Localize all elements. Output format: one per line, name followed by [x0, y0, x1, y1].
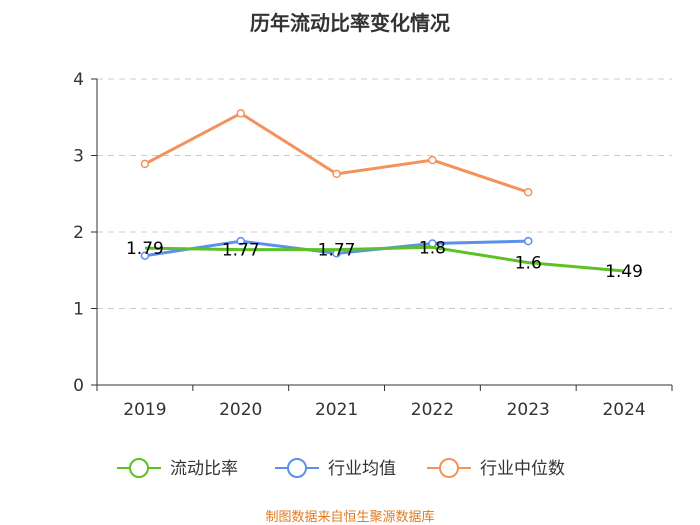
data-label-2024: 1.49	[605, 262, 643, 282]
data-label-2020: 1.77	[222, 241, 260, 261]
x-tick-label-2020: 2020	[219, 400, 262, 420]
series-point-2	[332, 169, 341, 179]
series-point-1	[236, 236, 245, 246]
grid-lines	[97, 78, 672, 309]
series-point-1	[524, 236, 533, 246]
axes: 0 1 2 3 4 2019 2020 2021 2022 2023 2024	[73, 70, 673, 420]
y-tick-label: 2	[73, 223, 84, 243]
series-point-1	[140, 251, 150, 260]
series-point-2	[524, 187, 533, 197]
data-label-2022: 1.8	[419, 238, 446, 258]
legend-label-1: 行业均值	[328, 459, 396, 479]
data-label-2023: 1.6	[515, 254, 542, 274]
series-line-2	[144, 111, 529, 194]
y-tick-label: 4	[73, 70, 84, 90]
x-tick-label-2019: 2019	[123, 400, 166, 420]
y-tick-label: 1	[73, 300, 84, 320]
y-tick-label: 0	[73, 376, 84, 396]
series-point-2	[140, 159, 150, 169]
legend-label-0: 流动比率	[170, 459, 238, 479]
data-label-2021: 1.77	[318, 241, 356, 261]
series-group	[140, 109, 625, 273]
legend-label-2: 行业中位数	[480, 459, 565, 479]
legend-marker-0	[129, 458, 149, 478]
data-labels: 1.79 1.77 1.77 1.8 1.6 1.49	[126, 238, 643, 282]
legend: 流动比率 行业均值 行业中位数	[117, 458, 565, 479]
x-tick-label-2024: 2024	[602, 400, 645, 420]
legend-marker-1	[287, 458, 307, 478]
legend-marker-2	[439, 458, 459, 478]
chart-title: 历年流动比率变化情况	[250, 11, 450, 35]
x-tick-label-2022: 2022	[411, 400, 454, 420]
source-note: 制图数据来自恒生聚源数据库	[265, 509, 434, 525]
series-line-0	[144, 245, 625, 273]
series-point-2	[428, 155, 437, 165]
y-tick-label: 3	[73, 147, 84, 167]
x-tick-label-2023: 2023	[507, 400, 550, 420]
data-label-2019: 1.79	[126, 239, 164, 259]
x-tick-label-2021: 2021	[315, 400, 358, 420]
series-point-2	[236, 109, 245, 118]
